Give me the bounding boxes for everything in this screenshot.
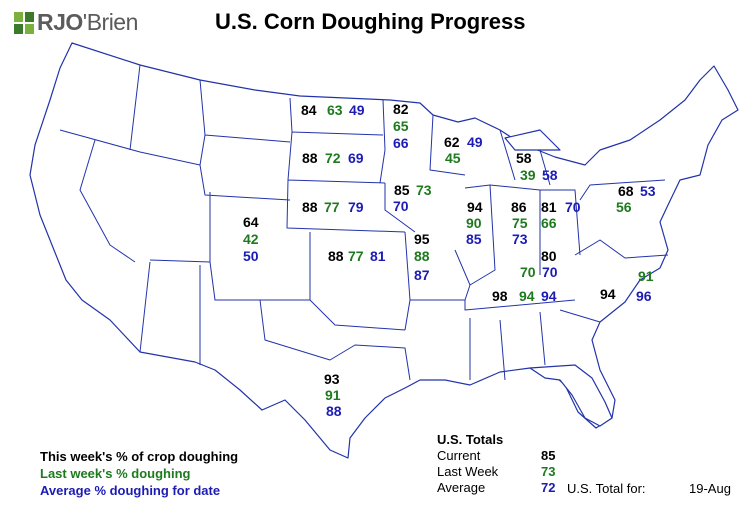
- florida-shape: [529, 364, 613, 427]
- logo-wordmark: RJO'Brien: [37, 9, 138, 35]
- indiana-average: 73: [512, 231, 528, 247]
- totals-current-row: Current 85: [437, 448, 555, 464]
- missouri-last-week: 88: [414, 248, 430, 264]
- texas-last-week: 91: [325, 387, 341, 403]
- minnesota-average: 66: [393, 135, 409, 151]
- totals-heading: U.S. Totals: [437, 432, 504, 447]
- iowa-last-week: 73: [416, 182, 432, 198]
- legend: This week's % of crop doughing Last week…: [40, 448, 238, 499]
- texas-current: 93: [324, 371, 340, 387]
- wisconsin-current: 62: [444, 134, 460, 150]
- wisconsin-average: 49: [467, 134, 483, 150]
- rjo-brien-logo: RJO'Brien: [14, 9, 138, 36]
- totals-current-value: 85: [541, 448, 556, 463]
- south-dakota-last-week: 72: [325, 150, 341, 166]
- kentucky-average: 70: [542, 264, 558, 280]
- north-dakota-last-week: 63: [327, 102, 343, 118]
- nebraska-current: 88: [302, 199, 318, 215]
- kansas-current: 88: [328, 248, 344, 264]
- us-totals: U.S. Totals Current 85 Last Week 73 Aver…: [437, 432, 555, 496]
- totals-last-week-value: 73: [541, 464, 556, 479]
- state-borders: [59, 64, 669, 381]
- total-date-label: U.S. Total for:: [567, 481, 646, 496]
- north-carolina-current: 94: [600, 286, 616, 302]
- totals-last-week-label: Last Week: [437, 464, 499, 479]
- totals-average-row: Average 72: [437, 480, 555, 496]
- texas-average: 88: [326, 403, 342, 419]
- pennsylvania-last-week: 56: [616, 199, 632, 215]
- minnesota-current: 82: [393, 101, 409, 117]
- minnesota-last-week: 65: [393, 118, 409, 134]
- north-carolina-average: 96: [636, 288, 652, 304]
- wisconsin-last-week: 45: [445, 150, 461, 166]
- totals-current-label: Current: [437, 448, 481, 463]
- legend-average: Average % doughing for date: [40, 483, 221, 498]
- south-dakota-current: 88: [302, 150, 318, 166]
- tennessee-average: 94: [541, 288, 557, 304]
- legend-last-week: Last week's % doughing: [40, 466, 191, 481]
- colorado-average: 50: [243, 248, 259, 264]
- missouri-current: 95: [414, 231, 430, 247]
- south-dakota-average: 69: [348, 150, 364, 166]
- colorado-current: 64: [243, 214, 259, 230]
- legend-current: This week's % of crop doughing: [40, 449, 239, 464]
- page-title: U.S. Corn Doughing Progress: [215, 9, 526, 34]
- north-dakota-average: 49: [349, 102, 365, 118]
- north-dakota-current: 84: [301, 102, 317, 118]
- tennessee-last-week: 94: [519, 288, 535, 304]
- michigan-current: 58: [516, 150, 532, 166]
- total-date-value: 19-Aug: [689, 481, 731, 496]
- pennsylvania-current: 68: [618, 183, 634, 199]
- ohio-average: 70: [565, 199, 581, 215]
- totals-average-value: 72: [541, 480, 556, 495]
- michigan-average: 58: [542, 167, 558, 183]
- kentucky-last-week: 70: [520, 264, 536, 280]
- totals-last-week-row: Last Week 73: [437, 464, 555, 480]
- kansas-average: 81: [370, 248, 386, 264]
- missouri-average: 87: [414, 267, 430, 283]
- indiana-last-week: 75: [512, 215, 528, 231]
- kansas-last-week: 77: [348, 248, 364, 264]
- colorado-last-week: 42: [243, 231, 259, 247]
- pennsylvania-average: 53: [640, 183, 656, 199]
- illinois-average: 85: [466, 231, 482, 247]
- logo-mark-icon: [14, 11, 34, 34]
- ohio-current: 81: [541, 199, 557, 215]
- north-carolina-last-week: 91: [638, 268, 654, 284]
- nebraska-last-week: 77: [324, 199, 340, 215]
- iowa-current: 85: [394, 182, 410, 198]
- ohio-last-week: 66: [541, 215, 557, 231]
- illinois-current: 94: [467, 199, 483, 215]
- kentucky-current: 80: [541, 248, 557, 264]
- michigan-shape: [504, 129, 561, 151]
- tennessee-current: 98: [492, 288, 508, 304]
- iowa-average: 70: [393, 198, 409, 214]
- totals-average-label: Average: [437, 480, 486, 495]
- indiana-current: 86: [511, 199, 527, 215]
- michigan-last-week: 39: [520, 167, 536, 183]
- illinois-last-week: 90: [466, 215, 482, 231]
- nebraska-average: 79: [348, 199, 364, 215]
